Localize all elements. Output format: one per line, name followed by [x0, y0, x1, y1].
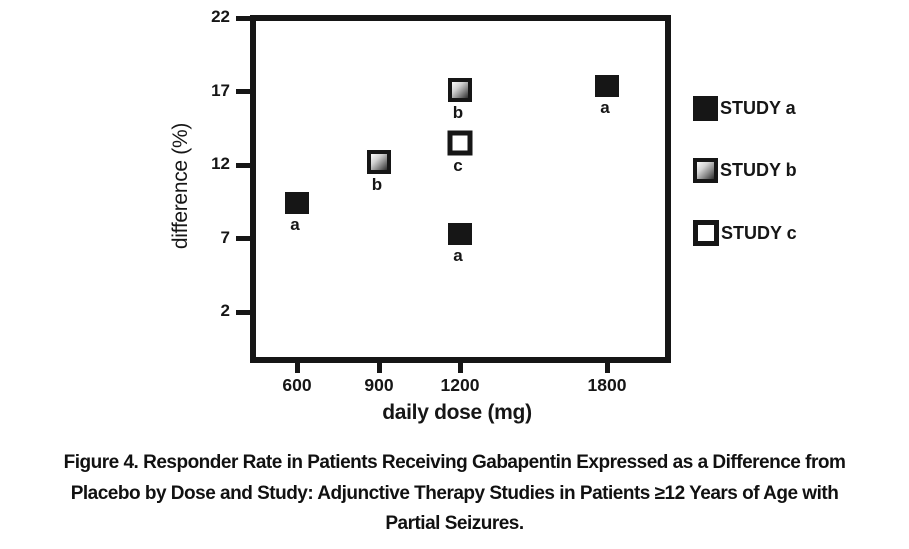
marker-b-1200mg: [448, 78, 472, 103]
legend-item-study-c: STUDY c: [693, 220, 797, 246]
x-tick-label-900: 900: [364, 375, 394, 395]
legend-label-study-c: STUDY c: [721, 222, 797, 243]
study-b-gradient-square-icon: [693, 157, 718, 183]
point-label-b-900mg: b: [371, 175, 383, 195]
y-tick-label-2: 2: [220, 301, 230, 320]
x-tick-mark-600: [294, 361, 300, 373]
figure-caption-line-3: Partial Seizures.: [385, 513, 524, 534]
y-tick-mark-7: [236, 236, 253, 241]
study-a-solid-square-icon: [693, 95, 718, 121]
y-tick-label-12: 12: [211, 154, 230, 173]
marker-a-1200mg: [448, 223, 472, 246]
y-tick-mark-22: [236, 15, 253, 21]
point-label-b-1200mg: b: [452, 103, 464, 123]
x-tick-mark-900: [376, 361, 382, 373]
y-tick-label-17: 17: [211, 80, 230, 100]
marker-c-1200mg: [447, 130, 473, 156]
point-label-a-600mg: a: [290, 215, 300, 235]
x-tick-label-1200: 1200: [440, 375, 480, 395]
plot-frame: [250, 15, 671, 363]
figure-caption: Figure 4. Responder Rate in Patients Rec…: [0, 448, 909, 540]
legend-item-study-a: STUDY a: [693, 95, 796, 121]
marker-a-1800mg: [595, 74, 619, 97]
y-tick-mark-12: [236, 162, 253, 168]
point-label-a-1200mg: a: [453, 246, 463, 266]
point-label-a-1800mg: a: [600, 97, 610, 117]
x-tick-label-1800: 1800: [587, 375, 627, 395]
y-tick-mark-2: [236, 309, 253, 315]
x-tick-mark-1800: [604, 361, 610, 373]
marker-b-900mg: [367, 150, 391, 175]
legend-item-study-b: STUDY b: [693, 157, 797, 183]
figure-caption-line-2: Placebo by Dose and Study: Adjunctive Th…: [70, 482, 839, 504]
study-c-open-square-icon: [693, 220, 719, 246]
legend-label-study-b: STUDY b: [720, 159, 797, 180]
point-label-c-1200mg: c: [453, 156, 463, 176]
y-tick-mark-17: [236, 89, 253, 94]
y-tick-label-22: 22: [211, 7, 230, 26]
y-tick-label-7: 7: [220, 227, 230, 247]
legend-label-study-a: STUDY a: [720, 97, 796, 118]
x-axis-title: daily dose (mg): [382, 401, 532, 424]
x-tick-label-600: 600: [282, 375, 312, 395]
x-tick-mark-1200: [457, 361, 463, 373]
marker-a-600mg: [285, 192, 309, 215]
figure-caption-line-1: Figure 4. Responder Rate in Patients Rec…: [63, 452, 846, 473]
